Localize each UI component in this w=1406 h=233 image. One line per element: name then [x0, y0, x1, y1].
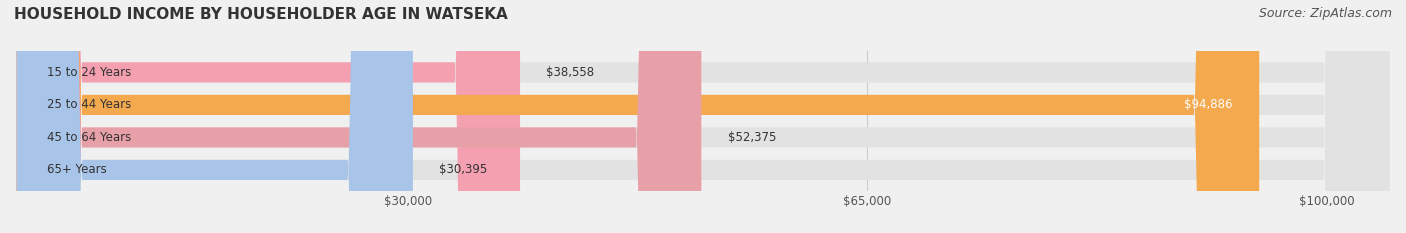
FancyBboxPatch shape — [17, 0, 1389, 233]
Text: 65+ Years: 65+ Years — [46, 163, 107, 176]
Text: HOUSEHOLD INCOME BY HOUSEHOLDER AGE IN WATSEKA: HOUSEHOLD INCOME BY HOUSEHOLDER AGE IN W… — [14, 7, 508, 22]
FancyBboxPatch shape — [17, 0, 413, 233]
Text: 25 to 44 Years: 25 to 44 Years — [46, 98, 131, 111]
FancyBboxPatch shape — [17, 0, 702, 233]
Text: 45 to 64 Years: 45 to 64 Years — [46, 131, 131, 144]
Text: 15 to 24 Years: 15 to 24 Years — [46, 66, 131, 79]
FancyBboxPatch shape — [17, 0, 1389, 233]
FancyBboxPatch shape — [17, 0, 1260, 233]
FancyBboxPatch shape — [17, 0, 1389, 233]
Text: $30,395: $30,395 — [439, 163, 488, 176]
FancyBboxPatch shape — [17, 0, 1389, 233]
FancyBboxPatch shape — [17, 0, 520, 233]
Text: $38,558: $38,558 — [547, 66, 595, 79]
Text: $52,375: $52,375 — [728, 131, 776, 144]
Text: Source: ZipAtlas.com: Source: ZipAtlas.com — [1258, 7, 1392, 20]
Text: $94,886: $94,886 — [1184, 98, 1233, 111]
